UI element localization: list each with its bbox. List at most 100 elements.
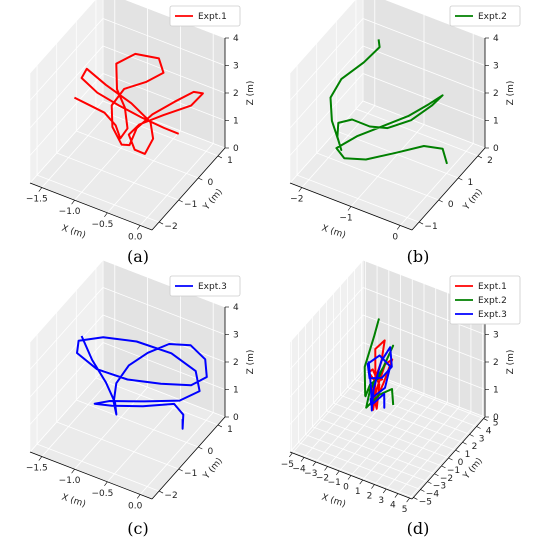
z-tick-label: 3 — [233, 331, 239, 341]
panel-caption: (c) — [127, 519, 148, 538]
x-tick-mark — [347, 206, 352, 211]
x-tick-mark — [394, 493, 399, 498]
z-tick-label: 3 — [493, 62, 499, 72]
trajectory-expt3 — [76, 335, 208, 430]
grid-line-z — [289, 45, 486, 129]
x-tick-mark — [396, 225, 401, 230]
grid-line-z — [29, 287, 226, 370]
y-axis-label: Y (m) — [461, 456, 485, 482]
x-tick-label: −1.0 — [59, 207, 81, 217]
y-axis-label: Y (m) — [201, 187, 225, 213]
y-tick-mark — [455, 449, 460, 453]
legend: Expt.3 — [169, 275, 241, 297]
x-tick-label: −1.5 — [26, 464, 48, 474]
grid-line-z — [29, 73, 226, 156]
z-tick-label: 4 — [233, 303, 239, 313]
x-tick-mark — [347, 475, 352, 480]
y-tick-label: −2 — [164, 222, 177, 232]
x-tick-label: 5 — [402, 505, 408, 515]
grid-line-z — [289, 369, 486, 453]
y-tick-label: 3 — [479, 434, 485, 444]
grid-line-z — [289, 314, 486, 398]
z-tick-label: 0 — [493, 144, 499, 154]
z-tick-label: 1 — [493, 386, 499, 396]
z-axis-label: Z (m) — [246, 350, 256, 375]
y-tick-mark — [413, 497, 418, 500]
x-tick-mark — [71, 200, 75, 205]
x-tick-mark — [312, 461, 317, 467]
x-tick-mark — [324, 466, 328, 471]
legend-label: Expt.3 — [478, 310, 507, 320]
y-tick-mark — [469, 434, 474, 437]
x-tick-label: −1 — [328, 478, 341, 488]
z-tick-label: 3 — [493, 331, 499, 341]
y-tick-mark — [477, 155, 483, 159]
x-tick-label: −5 — [281, 460, 294, 470]
y-tick-mark — [483, 418, 488, 421]
x-tick-mark — [300, 457, 305, 462]
x-tick-mark — [38, 187, 43, 192]
y-tick-label: 1 — [465, 450, 471, 460]
z-axis-label: Z (m) — [506, 350, 516, 375]
y-tick-mark — [217, 155, 223, 159]
z-tick-label: 1 — [233, 386, 239, 396]
x-tick-label: 0 — [343, 483, 349, 493]
y-tick-mark — [198, 177, 203, 181]
grid-line-z — [29, 100, 226, 184]
x-tick-label: −0.5 — [91, 220, 113, 230]
y-tick-label: −1 — [447, 466, 460, 476]
y-tick-mark — [198, 446, 203, 450]
y-tick-label: 0 — [207, 178, 213, 188]
legend-box — [449, 5, 521, 27]
grid-line-z — [29, 18, 226, 101]
legend-label: Expt.1 — [198, 12, 227, 22]
x-tick-label: 3 — [378, 496, 384, 506]
y-tick-mark — [448, 457, 453, 461]
y-tick-mark — [434, 473, 439, 477]
y-tick-mark — [178, 468, 183, 472]
y-tick-label: −4 — [426, 490, 440, 500]
z-tick-label: 0 — [233, 144, 239, 154]
grid-line-z — [29, 314, 226, 398]
x-tick-label: −1 — [339, 214, 352, 224]
legend: Expt.1 — [169, 5, 241, 27]
x-axis-label: X (m) — [60, 493, 87, 510]
y-tick-mark — [476, 426, 481, 429]
grid-line-z — [289, 100, 486, 184]
legend-box — [169, 5, 241, 27]
y-tick-mark — [438, 199, 443, 203]
x-tick-mark — [371, 484, 375, 489]
x-tick-mark — [336, 470, 340, 476]
z-tick-label: 4 — [233, 34, 239, 44]
x-tick-label: 0.0 — [128, 232, 143, 242]
y-tick-mark — [158, 490, 164, 494]
y-tick-label: −3 — [433, 482, 446, 492]
grid-line-z — [289, 287, 486, 370]
x-tick-label: 2 — [367, 492, 373, 502]
x-tick-label: 0.0 — [128, 501, 143, 511]
z-tick-label: 1 — [493, 117, 499, 127]
y-axis-label: Y (m) — [201, 456, 225, 482]
z-tick-label: 1 — [233, 117, 239, 127]
z-axis-label: Z (m) — [246, 81, 256, 106]
y-tick-label: −1 — [184, 200, 197, 210]
z-tick-label: 0 — [233, 413, 239, 423]
grid-line-z — [29, 369, 226, 453]
y-tick-label: −5 — [419, 497, 432, 507]
y-tick-mark — [420, 489, 425, 492]
x-tick-label: −0.5 — [91, 489, 113, 499]
y-axis-line — [151, 147, 226, 231]
x-axis-label: X (m) — [320, 493, 347, 510]
x-tick-mark — [298, 187, 303, 192]
x-tick-label: −4 — [292, 464, 306, 474]
x-tick-mark — [104, 481, 108, 486]
grid-line-z — [289, 259, 486, 343]
x-tick-label: −1.0 — [59, 476, 81, 486]
y-tick-mark — [427, 481, 432, 484]
grid-line-z — [289, 342, 486, 425]
z-tick-label: 2 — [493, 89, 499, 99]
y-tick-label: 5 — [493, 419, 499, 429]
y-tick-label: 1 — [227, 156, 233, 166]
